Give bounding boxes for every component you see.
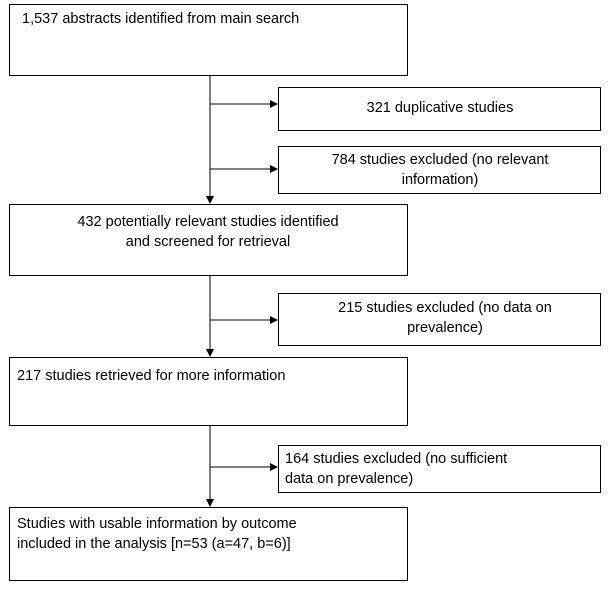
box-text: 1,537 abstracts identified from main sea… <box>22 11 299 27</box>
box <box>278 87 601 131</box>
box <box>9 357 408 426</box>
box <box>9 507 408 581</box>
box-text: 432 potentially relevant studies identif… <box>77 214 338 230</box>
box <box>278 293 601 346</box>
box-text: 321 duplicative studies <box>367 100 514 116</box>
box-text: included in the analysis [n=53 (a=47, b=… <box>17 536 291 552</box>
box <box>9 4 408 76</box>
box <box>278 146 601 194</box>
box <box>9 204 408 276</box>
box-text: Studies with usable information by outco… <box>17 516 297 532</box>
box-text: data on prevalence) <box>285 471 413 487</box>
box-text: 215 studies excluded (no data on <box>338 300 552 316</box>
box-text: prevalence) <box>407 320 483 336</box>
box-text: 217 studies retrieved for more informati… <box>17 368 285 384</box>
box-text: and screened for retrieval <box>126 234 290 250</box>
box <box>278 445 601 493</box>
box-text: information) <box>402 172 479 188</box>
box-text: 784 studies excluded (no relevant <box>332 152 549 168</box>
box-text: 164 studies excluded (no sufficient <box>285 451 507 467</box>
